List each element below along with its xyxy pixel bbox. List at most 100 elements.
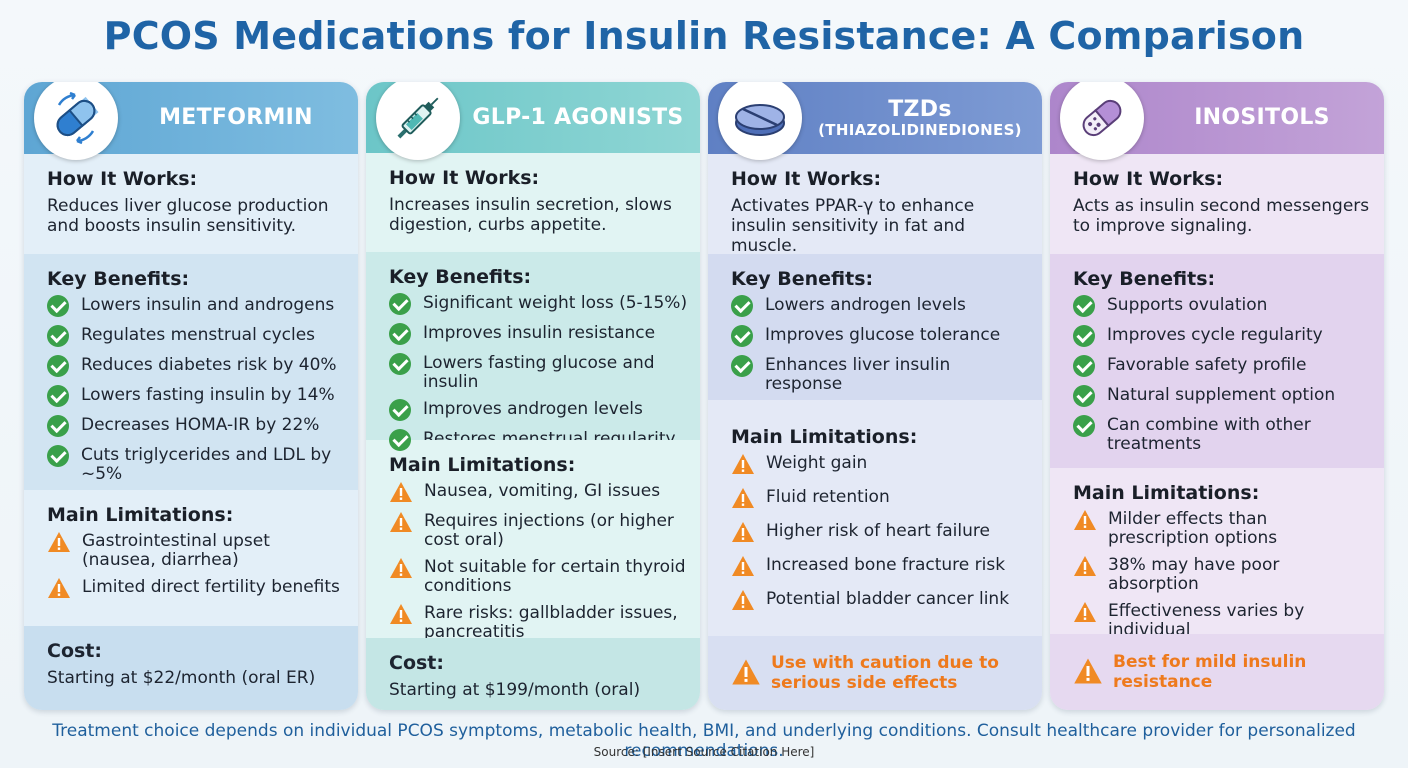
list-item: Higher risk of heart failure (731, 522, 1030, 544)
supplement-capsule-icon (1060, 82, 1144, 160)
list-item: Significant weight loss (5-15%) (389, 293, 688, 316)
tzd-limitations-title: Main Limitations: (731, 426, 918, 448)
glp1-card: GLP-1 AGONISTS How It Works: Increases i… (366, 82, 700, 710)
warning-icon (48, 578, 70, 598)
footer-note: Treatment choice depends on individual P… (52, 721, 1356, 761)
metformin-how-section: How It Works: Reduces liver glucose prod… (24, 154, 358, 254)
tzd-subtitle: (THIAZOLIDINEDIONES) (818, 121, 1022, 140)
glp1-cost-section: Cost: Starting at $199/month (oral) (366, 638, 700, 710)
check-icon (47, 415, 69, 437)
list-item: Regulates menstrual cycles (47, 325, 346, 348)
list-item: Increased bone fracture risk (731, 556, 1030, 578)
list-item: Lowers androgen levels (731, 295, 1030, 318)
list-item: Fluid retention (731, 488, 1030, 510)
check-icon (389, 323, 411, 345)
metformin-cost-text: Starting at $22/month (oral ER) (47, 668, 316, 688)
list-item: Enhances liver insulin response (731, 355, 1030, 394)
inositol-limitations-section: Main Limitations: Milder effects than pr… (1050, 468, 1384, 640)
check-icon (1073, 325, 1095, 347)
check-icon (731, 325, 753, 347)
glp1-title: GLP-1 AGONISTS (472, 105, 684, 131)
check-icon (389, 429, 411, 451)
inositol-how-title: How It Works: (1073, 168, 1224, 190)
glp1-benefits-title: Key Benefits: (389, 266, 532, 288)
inositol-title: INOSITOLS (1194, 105, 1330, 131)
list-item: Reduces diabetes risk by 40% (47, 355, 346, 378)
metformin-benefits-section: Key Benefits: Lowers insulin and androge… (24, 254, 358, 490)
list-item: Limited direct fertility benefits (47, 578, 346, 600)
warning-icon (390, 604, 412, 624)
metformin-cost-title: Cost: (47, 640, 102, 662)
list-item: Not suitable for certain thyroid conditi… (389, 558, 688, 596)
list-item: Supports ovulation (1073, 295, 1372, 318)
inositol-header: INOSITOLS (1050, 82, 1384, 160)
glp1-how-text: Increases insulin secretion, slows diges… (389, 195, 672, 236)
capsule-icon (34, 82, 118, 160)
inositol-limitations-title: Main Limitations: (1073, 482, 1260, 504)
warning-icon (390, 512, 412, 532)
list-item: Improves cycle regularity (1073, 325, 1372, 348)
check-icon (731, 295, 753, 317)
inositol-how-section: How It Works: Acts as insulin second mes… (1050, 154, 1384, 254)
warning-icon (48, 532, 70, 552)
check-icon (389, 399, 411, 421)
metformin-benefits-title: Key Benefits: (47, 268, 190, 290)
warning-icon (732, 488, 754, 508)
list-item: Nausea, vomiting, GI issues (389, 482, 688, 504)
list-item: Potential bladder cancer link (731, 590, 1030, 612)
metformin-how-title: How It Works: (47, 168, 198, 190)
list-item: Lowers insulin and androgens (47, 295, 346, 318)
warning-icon (732, 659, 760, 685)
list-item: Gastrointestinal upset (nausea, diarrhea… (47, 532, 346, 570)
glp1-header: GLP-1 AGONISTS (366, 82, 700, 160)
tzd-title: TZDs (888, 96, 952, 122)
list-item: Natural supplement option (1073, 385, 1372, 408)
tzd-how-text: Activates PPAR-γ to enhance insulin sens… (731, 196, 975, 256)
warning-icon (732, 522, 754, 542)
warning-icon (390, 482, 412, 502)
list-item: Improves insulin resistance (389, 323, 688, 346)
warning-icon (1074, 556, 1096, 576)
metformin-limitations-section: Main Limitations: Gastrointestinal upset… (24, 490, 358, 626)
tzd-header: TZDs (THIAZOLIDINEDIONES) (708, 82, 1042, 160)
check-icon (731, 355, 753, 377)
metformin-how-text: Reduces liver glucose production and boo… (47, 196, 329, 236)
warning-icon (732, 556, 754, 576)
glp1-limitations-title: Main Limitations: (389, 454, 576, 476)
inositol-note-section: Best for mild insulin resistance (1050, 634, 1384, 710)
glp1-limitations-section: Main Limitations: Nausea, vomiting, GI i… (366, 440, 700, 642)
check-icon (47, 325, 69, 347)
list-item: Can combine with other treatments (1073, 415, 1372, 454)
check-icon (1073, 415, 1095, 437)
check-icon (47, 385, 69, 407)
check-icon (1073, 295, 1095, 317)
metformin-cost-section: Cost: Starting at $22/month (oral ER) (24, 626, 358, 710)
inositol-benefits-title: Key Benefits: (1073, 268, 1216, 290)
check-icon (47, 295, 69, 317)
glp1-how-section: How It Works: Increases insulin secretio… (366, 153, 700, 252)
tzd-how-section: How It Works: Activates PPAR-γ to enhanc… (708, 154, 1042, 256)
check-icon (47, 355, 69, 377)
page-title: PCOS Medications for Insulin Resistance:… (103, 14, 1305, 58)
glp1-how-title: How It Works: (389, 167, 540, 190)
warning-icon (1074, 602, 1096, 622)
inositol-card: INOSITOLS How It Works: Acts as insulin … (1050, 82, 1384, 710)
warning-icon (732, 454, 754, 474)
check-icon (1073, 385, 1095, 407)
source-citation: Source: [Insert Source Citation Here] (593, 745, 815, 759)
check-icon (47, 445, 69, 467)
tzd-benefits-section: Key Benefits: Lowers androgen levels Imp… (708, 254, 1042, 400)
check-icon (389, 293, 411, 315)
tzd-note: Use with caution due to serious side eff… (771, 653, 999, 693)
list-item: Milder effects than prescription options (1073, 510, 1372, 548)
warning-icon (1074, 510, 1096, 530)
warning-icon (1074, 658, 1102, 684)
inositol-how-text: Acts as insulin second messengers to imp… (1073, 196, 1370, 236)
tablet-icon (718, 82, 802, 160)
list-item: Requires injections (or higher cost oral… (389, 512, 688, 550)
list-item: 38% may have poor absorption (1073, 556, 1372, 594)
list-item: Cuts triglycerides and LDL by ~5% (47, 445, 346, 484)
list-item: Improves glucose tolerance (731, 325, 1030, 348)
metformin-card: METFORMIN How It Works: Reduces liver gl… (24, 82, 358, 710)
warning-icon (732, 590, 754, 610)
